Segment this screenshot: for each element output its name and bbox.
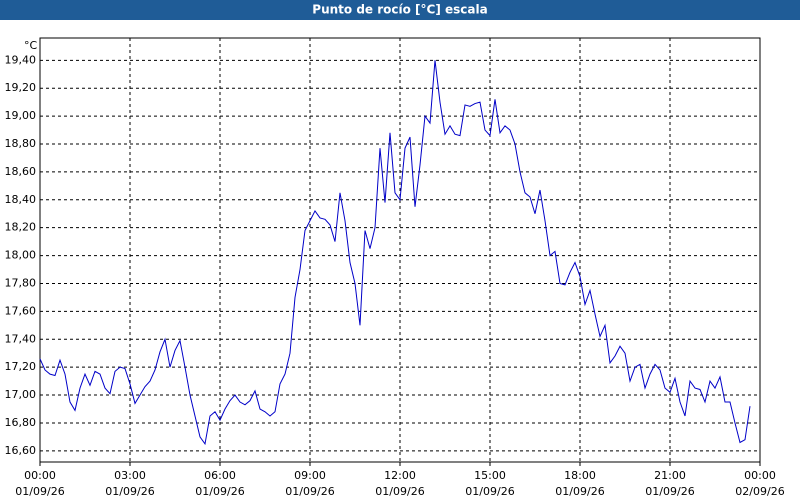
x-tick-date: 01/09/26 xyxy=(15,485,64,498)
y-tick-label: 17,20 xyxy=(5,360,37,373)
y-tick-label: 18,80 xyxy=(5,137,37,150)
y-tick-label: 19,20 xyxy=(5,81,37,94)
y-tick-label: 17,40 xyxy=(5,332,37,345)
y-unit: °C xyxy=(24,39,38,52)
x-tick-date: 01/09/26 xyxy=(465,485,514,498)
y-tick-label: 19,00 xyxy=(5,109,37,122)
x-tick-date: 01/09/26 xyxy=(645,485,694,498)
x-tick-label: 12:00 xyxy=(384,469,416,482)
x-tick-label: 18:00 xyxy=(564,469,596,482)
x-tick-date: 01/09/26 xyxy=(375,485,424,498)
x-tick-label: 00:00 xyxy=(744,469,776,482)
x-tick-date: 01/09/26 xyxy=(285,485,334,498)
x-tick-date: 02/09/26 xyxy=(735,485,784,498)
x-tick-date: 01/09/26 xyxy=(195,485,244,498)
y-tick-label: 16,60 xyxy=(5,444,37,457)
y-tick-label: 17,00 xyxy=(5,388,37,401)
chart-title: Punto de rocío [°C] escala xyxy=(312,3,487,17)
plot-border xyxy=(39,37,761,463)
x-tick-label: 00:00 xyxy=(24,469,56,482)
y-tick-label: 17,80 xyxy=(5,276,37,289)
y-tick-label: 16,80 xyxy=(5,416,37,429)
data-line xyxy=(39,60,751,446)
x-tick-label: 15:00 xyxy=(474,469,506,482)
y-tick-label: 17,60 xyxy=(5,304,37,317)
x-tick-date: 01/09/26 xyxy=(555,485,604,498)
y-tick-label: 18,40 xyxy=(5,193,37,206)
x-tick-label: 03:00 xyxy=(114,469,146,482)
x-tick-label: 06:00 xyxy=(204,469,236,482)
y-tick-label: 18,60 xyxy=(5,165,37,178)
y-tick-label: 19,40 xyxy=(5,53,37,66)
title-bar xyxy=(0,0,800,20)
y-tick-label: 18,00 xyxy=(5,249,37,262)
y-tick-label: 18,20 xyxy=(5,221,37,234)
x-tick-label: 21:00 xyxy=(654,469,686,482)
x-tick-label: 09:00 xyxy=(294,469,326,482)
x-tick-date: 01/09/26 xyxy=(105,485,154,498)
